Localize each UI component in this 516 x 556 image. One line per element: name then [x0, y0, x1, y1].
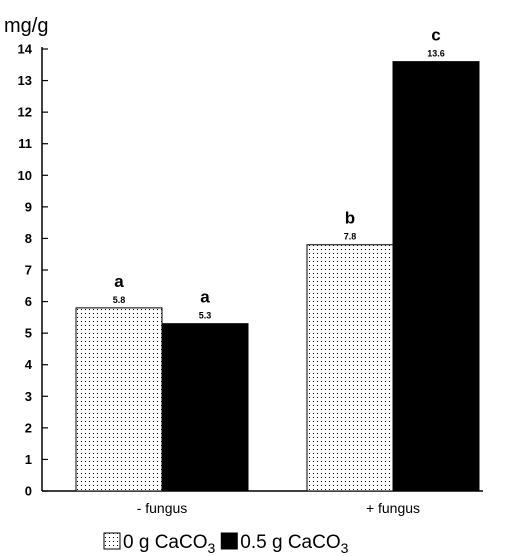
x-axis-labels: - fungus + fungus	[137, 500, 420, 516]
bars: 5.8 a 7.8 b 5.3 a 13.6 c	[75, 26, 480, 492]
bar-value-label: 5.8	[113, 295, 126, 305]
y-tick-label: 3	[25, 389, 32, 404]
y-tick-label: 1	[25, 452, 32, 467]
category-label: + fungus	[366, 500, 420, 516]
y-tick-label: 12	[18, 105, 32, 120]
bar	[75, 307, 163, 492]
significance-letter: a	[114, 272, 124, 291]
y-tick-label: 7	[25, 263, 32, 278]
bar-value-label: 7.8	[344, 232, 357, 242]
legend-swatch	[220, 532, 238, 550]
y-tick-label: 11	[18, 136, 32, 151]
y-tick-label: 13	[18, 73, 32, 88]
y-tick-label: 6	[25, 294, 32, 309]
category-label: - fungus	[137, 500, 188, 516]
y-tick-label: 4	[25, 357, 33, 372]
legend-label: 0.5 g CaCO3	[240, 532, 348, 556]
y-tick-label: 2	[25, 420, 32, 435]
legend: 0 g CaCO3 0.5 g CaCO3	[103, 532, 349, 556]
bar-value-label: 13.6	[427, 49, 445, 59]
bar-value-label: 5.3	[199, 311, 212, 321]
bar	[392, 61, 480, 492]
legend-label: 0 g CaCO3	[123, 532, 215, 556]
y-tick-label: 5	[25, 326, 32, 341]
significance-letter: b	[345, 209, 355, 228]
y-axis-label: mg/g	[4, 15, 48, 37]
significance-letter: a	[200, 288, 210, 307]
y-tick-label: 8	[25, 231, 32, 246]
y-tick-label: 14	[18, 42, 33, 57]
y-tick-label: 9	[25, 199, 32, 214]
legend-swatch	[103, 532, 121, 550]
y-tick-label: 0	[25, 484, 32, 499]
bar	[161, 323, 249, 492]
y-tick-label: 10	[18, 168, 32, 183]
bar	[306, 244, 394, 492]
significance-letter: c	[431, 26, 440, 45]
